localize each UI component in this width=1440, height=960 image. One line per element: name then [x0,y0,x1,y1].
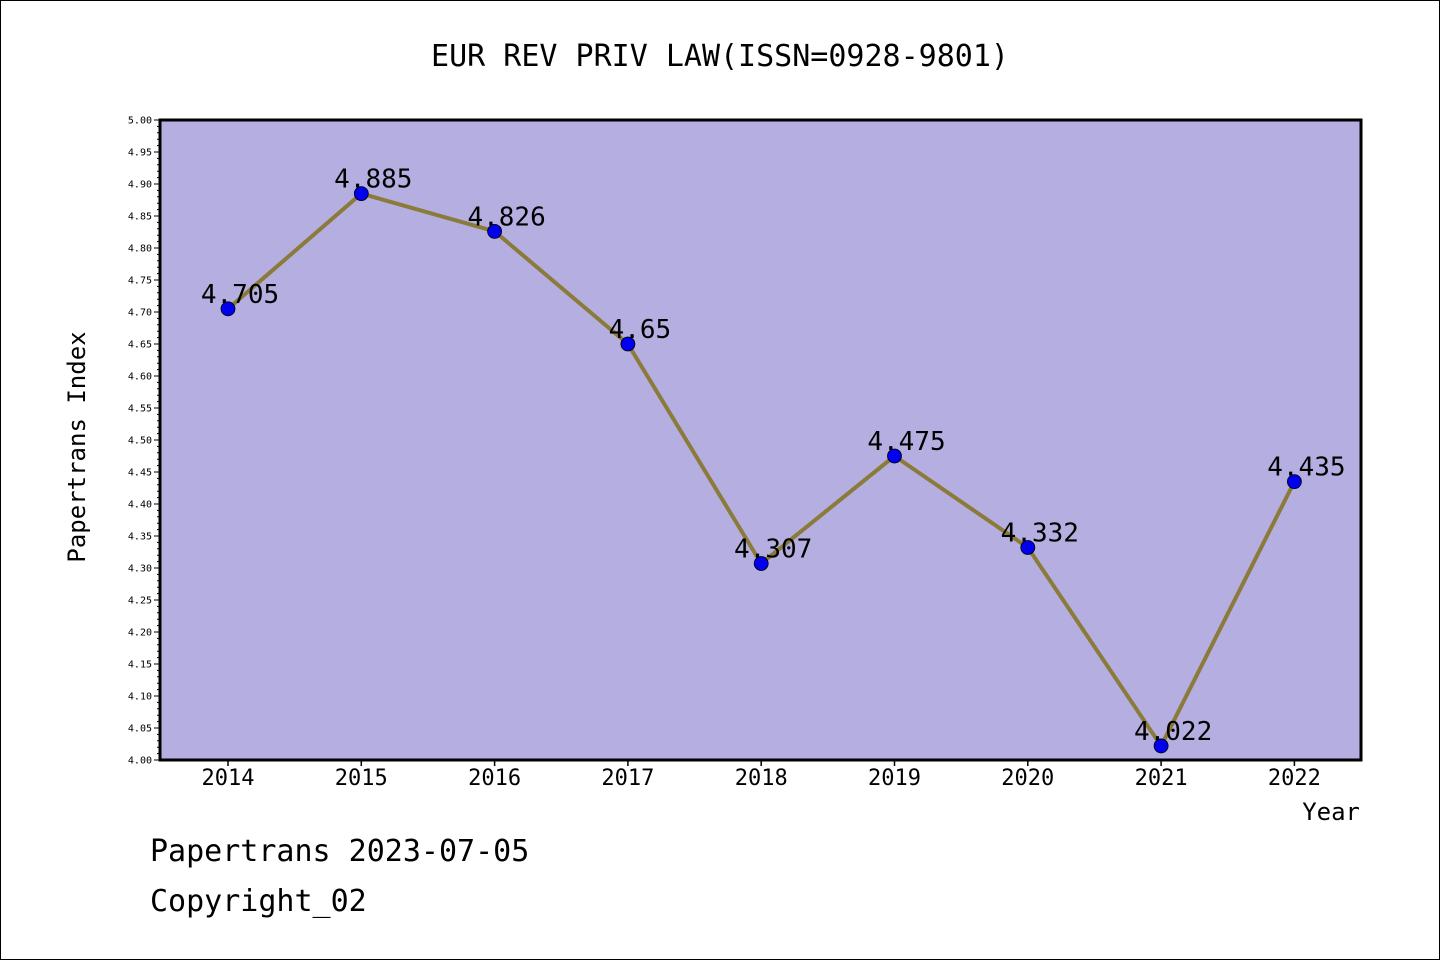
x-tick-label: 2021 [1135,766,1188,791]
y-tick-label: 4.30 [128,564,152,575]
data-label: 4.475 [867,427,945,457]
x-tick-label: 2020 [1001,766,1054,791]
data-point [220,301,236,317]
x-tick-label: 2018 [735,766,788,791]
data-label: 4.332 [1001,519,1079,549]
x-tick-label: 2017 [601,766,654,791]
data-point [620,336,636,352]
data-label: 4.307 [734,535,812,565]
y-tick-label: 4.95 [128,148,152,159]
y-tick-label: 4.75 [128,276,152,287]
data-label: 4.022 [1134,717,1212,747]
data-point [1020,540,1036,555]
x-tick-label: 2014 [202,766,255,791]
footer-date: Papertrans 2023-07-05 [150,834,530,869]
data-labels: 4.705 4.885 4.826 4.65 4.307 4.475 4.332 4.022 4… [201,165,1346,747]
y-tick-label: 4.80 [128,244,152,255]
data-point [887,448,902,464]
y-tick-label: 4.05 [128,724,152,735]
y-tick-label: 4.45 [128,468,152,479]
data-label: 4.826 [467,202,545,232]
y-tick-label: 4.10 [128,692,152,703]
data-label: 4.435 [1267,453,1345,483]
chart-title: EUR REV PRIV LAW(ISSN=0928-9801) [431,39,1009,74]
data-point [1153,738,1169,754]
y-tick-label: 4.15 [128,660,152,671]
y-tick-label: 4.35 [128,532,152,543]
plot-area [158,118,1363,762]
y-tick-label: 4.40 [128,500,152,511]
data-label: 4.885 [334,165,412,195]
y-tick-label: 5.00 [128,116,152,127]
y-axis: 4.00 4.05 4.10 4.15 4.20 4.25 4.30 4.35 4.40 4.45… [128,116,160,767]
x-tick-label: 2016 [468,766,521,791]
footer-copyright: Copyright_02 [150,884,367,919]
x-tick-label: 2022 [1268,766,1321,791]
y-axis-label: Papertrans Index [63,331,91,562]
x-tick-label: 2019 [868,766,921,791]
data-label: 4.705 [201,280,279,310]
data-point [753,556,769,571]
x-axis-label: Year [1302,798,1360,826]
series-markers [220,186,1302,754]
y-tick-label: 4.70 [128,308,152,319]
y-tick-label: 4.60 [128,372,152,383]
y-tick-label: 4.50 [128,436,152,447]
y-tick-label: 4.85 [128,212,152,223]
y-tick-label: 4.25 [128,596,152,607]
data-label: 4.65 [609,315,672,345]
y-tick-label: 4.65 [128,340,152,351]
data-point [1287,474,1302,490]
y-tick-label: 4.00 [128,756,152,767]
y-tick-label: 4.55 [128,404,152,415]
x-axis: 2014 2015 2016 2017 2018 2019 2020 2021 2022 [202,760,1321,791]
x-tick-label: 2015 [335,766,388,791]
y-tick-label: 4.90 [128,180,152,191]
data-point [353,186,369,202]
data-point [487,223,503,239]
y-tick-label: 4.20 [128,628,152,639]
